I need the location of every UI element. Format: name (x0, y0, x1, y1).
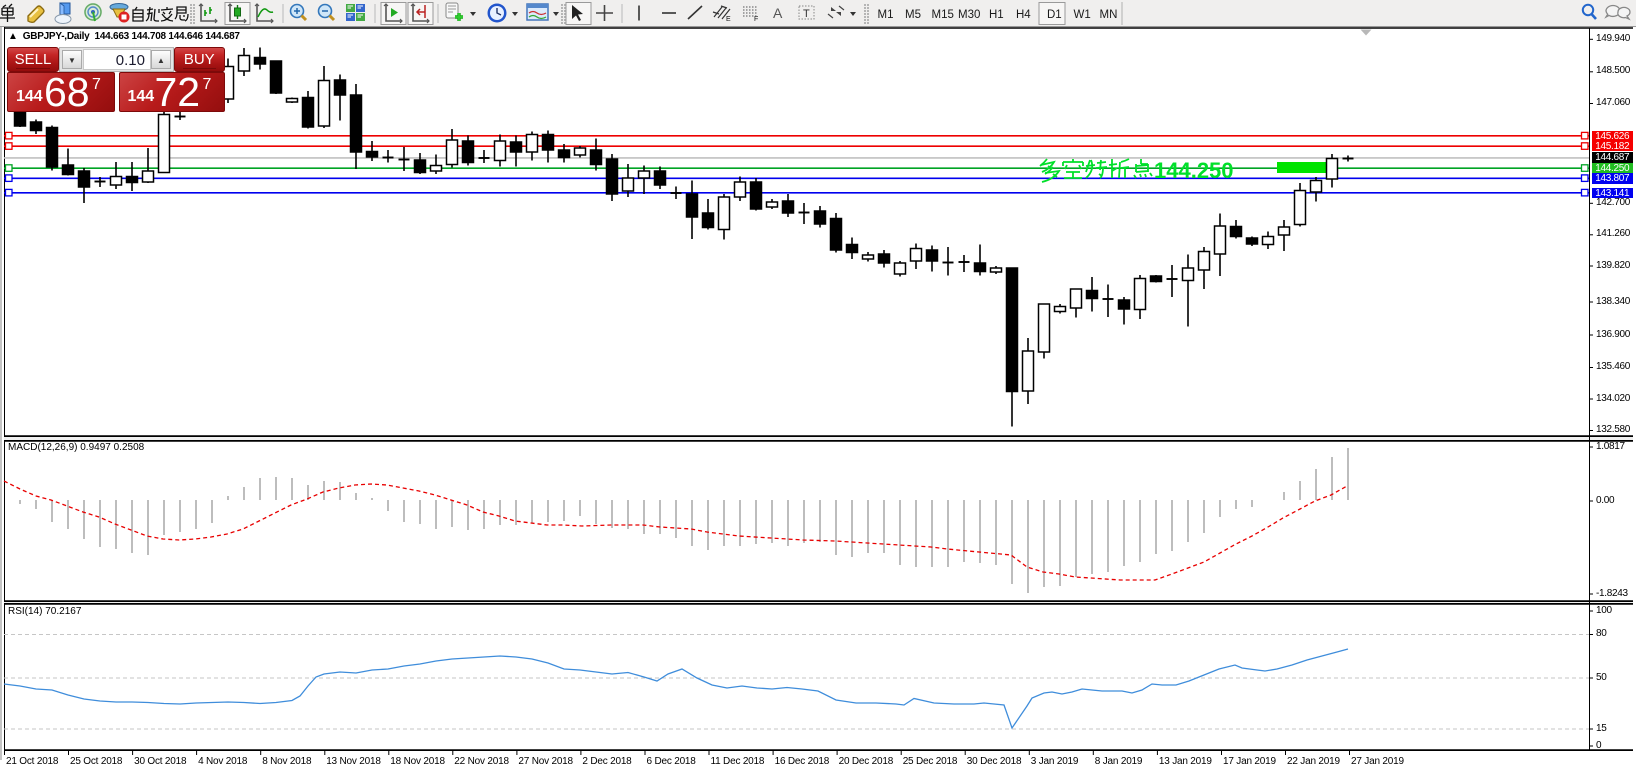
svg-text:F: F (754, 16, 758, 23)
svg-text:M30: M30 (958, 9, 980, 21)
svg-text:MN: MN (1100, 9, 1118, 21)
svg-text:A: A (773, 5, 783, 21)
svg-text:T: T (803, 8, 810, 20)
svg-text:M5: M5 (905, 9, 921, 21)
svg-text:M15: M15 (932, 9, 954, 21)
svg-text:144.250: 144.250 (1154, 158, 1234, 183)
svg-text:W1: W1 (1074, 9, 1091, 21)
svg-text:M1: M1 (878, 9, 894, 21)
svg-text:H1: H1 (989, 9, 1004, 21)
svg-text:E: E (726, 16, 731, 23)
svg-text:H4: H4 (1016, 9, 1031, 21)
svg-text:D1: D1 (1047, 9, 1062, 21)
